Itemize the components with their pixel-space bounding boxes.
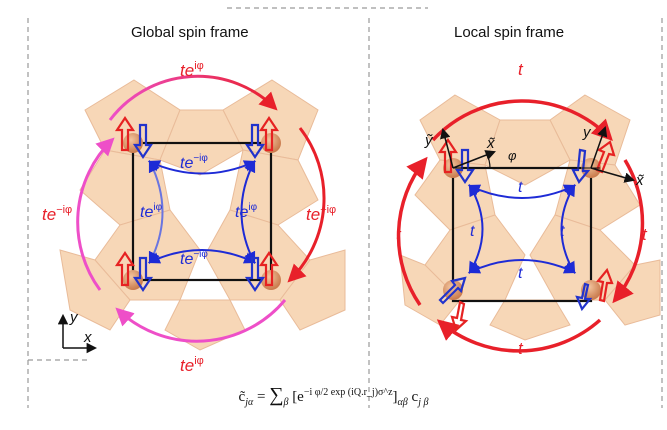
formula-exponent: −i φ/2 exp (iQ.r_j)σ^z [303,387,393,398]
axis-y-label: y [69,309,79,326]
formula-rhs: c [411,389,419,405]
local-hop-outer-top: t [518,60,524,79]
outer-arc-bottom [115,299,287,343]
local-outer-arc-left [396,156,428,306]
spins-global [114,116,280,292]
formula-equals: = [256,389,266,405]
formula-sum-sub: β [283,397,289,408]
formula-bracket-open: [e [292,389,304,405]
formula-sum: ∑ [269,384,284,406]
spins-local [437,138,616,332]
local-panel: ỹ x̃ y x̃ φ t t t t t t t t [396,60,661,358]
outer-arc-top [108,74,278,121]
hop-inner-top: te−iφ [180,153,208,172]
formula-bracket-sub: αβ [397,397,408,408]
local-outer-arc-top [431,99,613,142]
formula-bracket-close: ] [392,389,398,405]
formula-lhs-sub: jα [245,397,254,408]
local-panel-title: Local spin frame [454,24,565,41]
outer-arc-right [287,127,326,283]
hop-outer-left: te−iφ [42,204,72,224]
hop-inner-right: teiφ [235,202,258,221]
hop-inner-left: teiφ [140,202,163,221]
hop-inner-bottom: te−iφ [180,249,208,268]
hop-outer-bottom: teiφ [180,355,204,375]
local-hop-inner-bottom: t [518,265,523,282]
hop-outer-top: teiφ [180,60,204,80]
octahedra-global [59,79,346,351]
local-hop-outer-bottom: t [518,339,524,358]
plaquette-global [131,141,273,282]
inner-arcs-local [467,183,577,275]
axis-x-label: x [83,329,92,346]
outer-arc-left [76,137,115,291]
formula-rhs-sub: j β [418,397,429,408]
hop-outer-right: te−iφ [306,204,336,224]
local-axis-x2: x̃ [635,172,645,189]
local-outer-arc-bottom [436,318,602,353]
frame-dashes [27,7,663,408]
formula-lhs: c̃ [238,389,246,405]
local-hop-inner-left: t [470,223,475,240]
local-axis-y2: y [582,124,592,141]
local-hop-outer-left: t [396,225,402,244]
global-panel-title: Global spin frame [131,24,249,41]
global-axes [57,313,98,354]
global-panel: y x teiφ teiφ te−iφ te−iφ te−iφ te−iφ te… [42,60,346,375]
inner-arcs-global [147,159,257,265]
local-hop-inner-top: t [518,179,523,196]
transformation-formula: c̃jα = ∑β [e−i φ/2 exp (iQ.r_j)σ^z]αβ cj… [0,384,667,408]
local-axes [440,126,636,183]
local-hop-inner-right: t [560,223,565,240]
local-axis-y1: ỹ [424,132,434,149]
local-hop-outer-right: t [642,225,648,244]
local-angle: φ [508,148,517,163]
local-axis-x1: x̃ [486,135,496,152]
